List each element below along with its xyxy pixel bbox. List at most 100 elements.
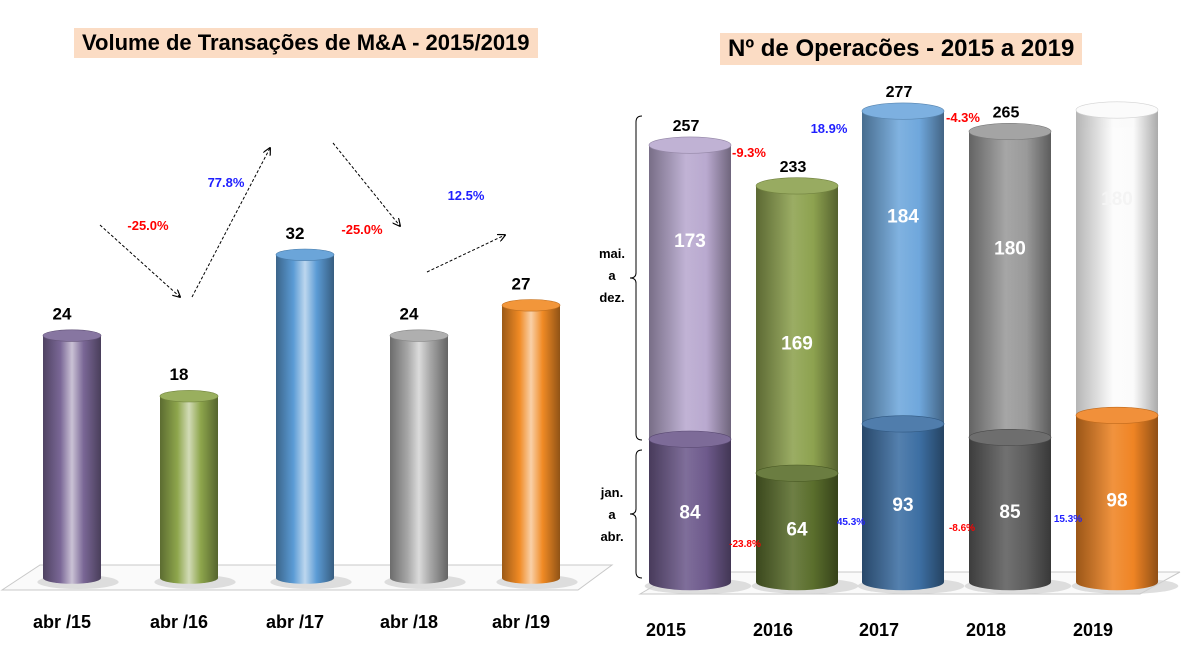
right-lower-bar-3 (968, 428, 1052, 591)
left-change-label-3: 12.5% (448, 188, 485, 203)
right-ghost-bar-4 (1075, 101, 1159, 424)
right-x-tick-1: 2016 (753, 620, 793, 640)
right-lower-bar-4 (1075, 406, 1159, 591)
left-bar-1-body (160, 396, 218, 584)
right-lower-value-2: 93 (892, 495, 913, 516)
right-upper-value-3: 180 (994, 239, 1026, 260)
left-bar-3-top (389, 329, 449, 342)
chart-labels: 24 abr /15 18 abr /16 32 abr /17 24 abr /18 27 ab… (33, 84, 1133, 640)
left-change-arrow-0 (99, 224, 180, 297)
right-total-change-2: -4.3% (946, 110, 980, 125)
left-x-tick-2: abr /17 (266, 612, 324, 632)
right-upper-value-2: 184 (887, 207, 919, 228)
left-value-label-4: 27 (512, 274, 531, 293)
right-upper-bar-3-top (968, 123, 1052, 141)
right-lower-value-1: 64 (786, 520, 808, 541)
right-total-label-0: 257 (673, 118, 700, 135)
right-lower-bar-2 (861, 415, 945, 591)
right-lower-bar-3-body (969, 437, 1051, 591)
right-janapr-change-1: 45.3% (837, 517, 865, 528)
right-janapr-change-2: -8.6% (949, 523, 975, 534)
right-lower-bar-2-body (861, 423, 944, 591)
left-change-label-0: -25.0% (127, 218, 169, 233)
right-total-change-1: 18.9% (811, 121, 848, 136)
right-upper-value-1: 169 (781, 334, 813, 355)
left-change-arrow-3 (426, 235, 505, 273)
right-x-tick-0: 2015 (646, 620, 686, 640)
left-x-tick-3: abr /18 (380, 612, 438, 632)
left-bar-4-top (501, 299, 561, 312)
left-change-arrow-1 (191, 148, 270, 298)
left-change-label-2: -25.0% (341, 222, 383, 237)
right-upper-bar-2-top (861, 102, 945, 120)
right-upper-bar-1-top (755, 177, 839, 195)
brace-lower-label-0: jan. (600, 485, 623, 500)
right-lower-bar-1 (755, 464, 839, 591)
left-value-label-1: 18 (170, 365, 189, 384)
right-janapr-change-3: 15.3% (1054, 514, 1082, 525)
right-lower-bar-0-body (648, 439, 731, 591)
right-total-label-3: 265 (993, 105, 1020, 122)
left-bar-3 (389, 329, 449, 584)
left-value-label-3: 24 (400, 305, 419, 324)
left-x-tick-4: abr /19 (492, 612, 550, 632)
right-lower-bar-1-body (756, 473, 838, 591)
left-bar-4 (501, 299, 561, 584)
right-lower-bar-2-top (861, 415, 945, 433)
left-bar-2-top (275, 248, 335, 261)
right-upper-bar-2-body (861, 111, 944, 433)
left-value-label-0: 24 (53, 305, 72, 324)
left-bar-0-body (43, 335, 101, 584)
brace-lower-label-2: abr. (600, 529, 623, 544)
right-lower-bar-4-body (1076, 415, 1158, 591)
right-upper-bar-0 (648, 136, 732, 448)
right-lower-bar-1-top (755, 464, 839, 482)
lower-brace (629, 449, 643, 579)
right-upper-bar-0-top (648, 136, 732, 154)
right-lower-bar-0 (648, 430, 732, 591)
right-chart-bars (644, 101, 1179, 594)
right-x-tick-3: 2018 (966, 620, 1006, 640)
right-lower-bar-4-top (1075, 406, 1159, 424)
left-chart-bars (37, 248, 578, 589)
left-x-tick-0: abr /15 (33, 612, 91, 632)
left-bar-2 (275, 248, 335, 584)
right-ghost-bar-4-top (1075, 101, 1159, 119)
left-bar-1 (159, 390, 219, 584)
left-x-tick-1: abr /16 (150, 612, 208, 632)
left-bar-3-body (390, 335, 448, 584)
right-lower-bar-0-top (648, 430, 732, 448)
right-lower-value-0: 84 (679, 503, 701, 524)
right-upper-bar-1 (755, 177, 839, 482)
right-upper-bar-0-body (648, 145, 731, 448)
left-bar-2-body (276, 254, 334, 584)
left-bar-1-top (159, 390, 219, 403)
left-change-label-1: 77.8% (208, 175, 245, 190)
right-total-label-2: 277 (886, 84, 913, 101)
right-total-change-0: -9.3% (732, 145, 766, 160)
right-chart-title: Nº de Operacões - 2015 a 2019 (720, 33, 1083, 65)
upper-brace (629, 115, 643, 441)
right-lower-bar-3-top (968, 428, 1052, 446)
brace-upper-label-0: mai. (599, 246, 625, 261)
right-upper-bar-3 (968, 123, 1052, 446)
right-janapr-change-0: -23.8% (729, 539, 761, 550)
brace-upper-label-2: dez. (599, 290, 624, 305)
right-upper-bar-3-body (969, 131, 1051, 446)
left-value-label-2: 32 (286, 224, 305, 243)
right-ghost-bar-4-body (1076, 110, 1158, 424)
right-upper-bar-2 (861, 102, 945, 433)
right-total-label-1: 233 (780, 159, 807, 176)
right-ghost-value-label: 180 (1101, 189, 1133, 210)
right-lower-value-4: 98 (1106, 491, 1127, 512)
left-bar-0-top (42, 329, 102, 342)
right-x-tick-2: 2017 (859, 620, 899, 640)
brace-lower-label-1: a (608, 507, 616, 522)
right-upper-bar-1-body (756, 185, 838, 482)
left-bar-4-body (502, 305, 560, 584)
left-change-arrow-2 (332, 142, 400, 226)
right-x-tick-4: 2019 (1073, 620, 1113, 640)
left-bar-0 (42, 329, 102, 584)
left-chart-title: Volume de Transações de M&A - 2015/2019 (74, 28, 538, 58)
